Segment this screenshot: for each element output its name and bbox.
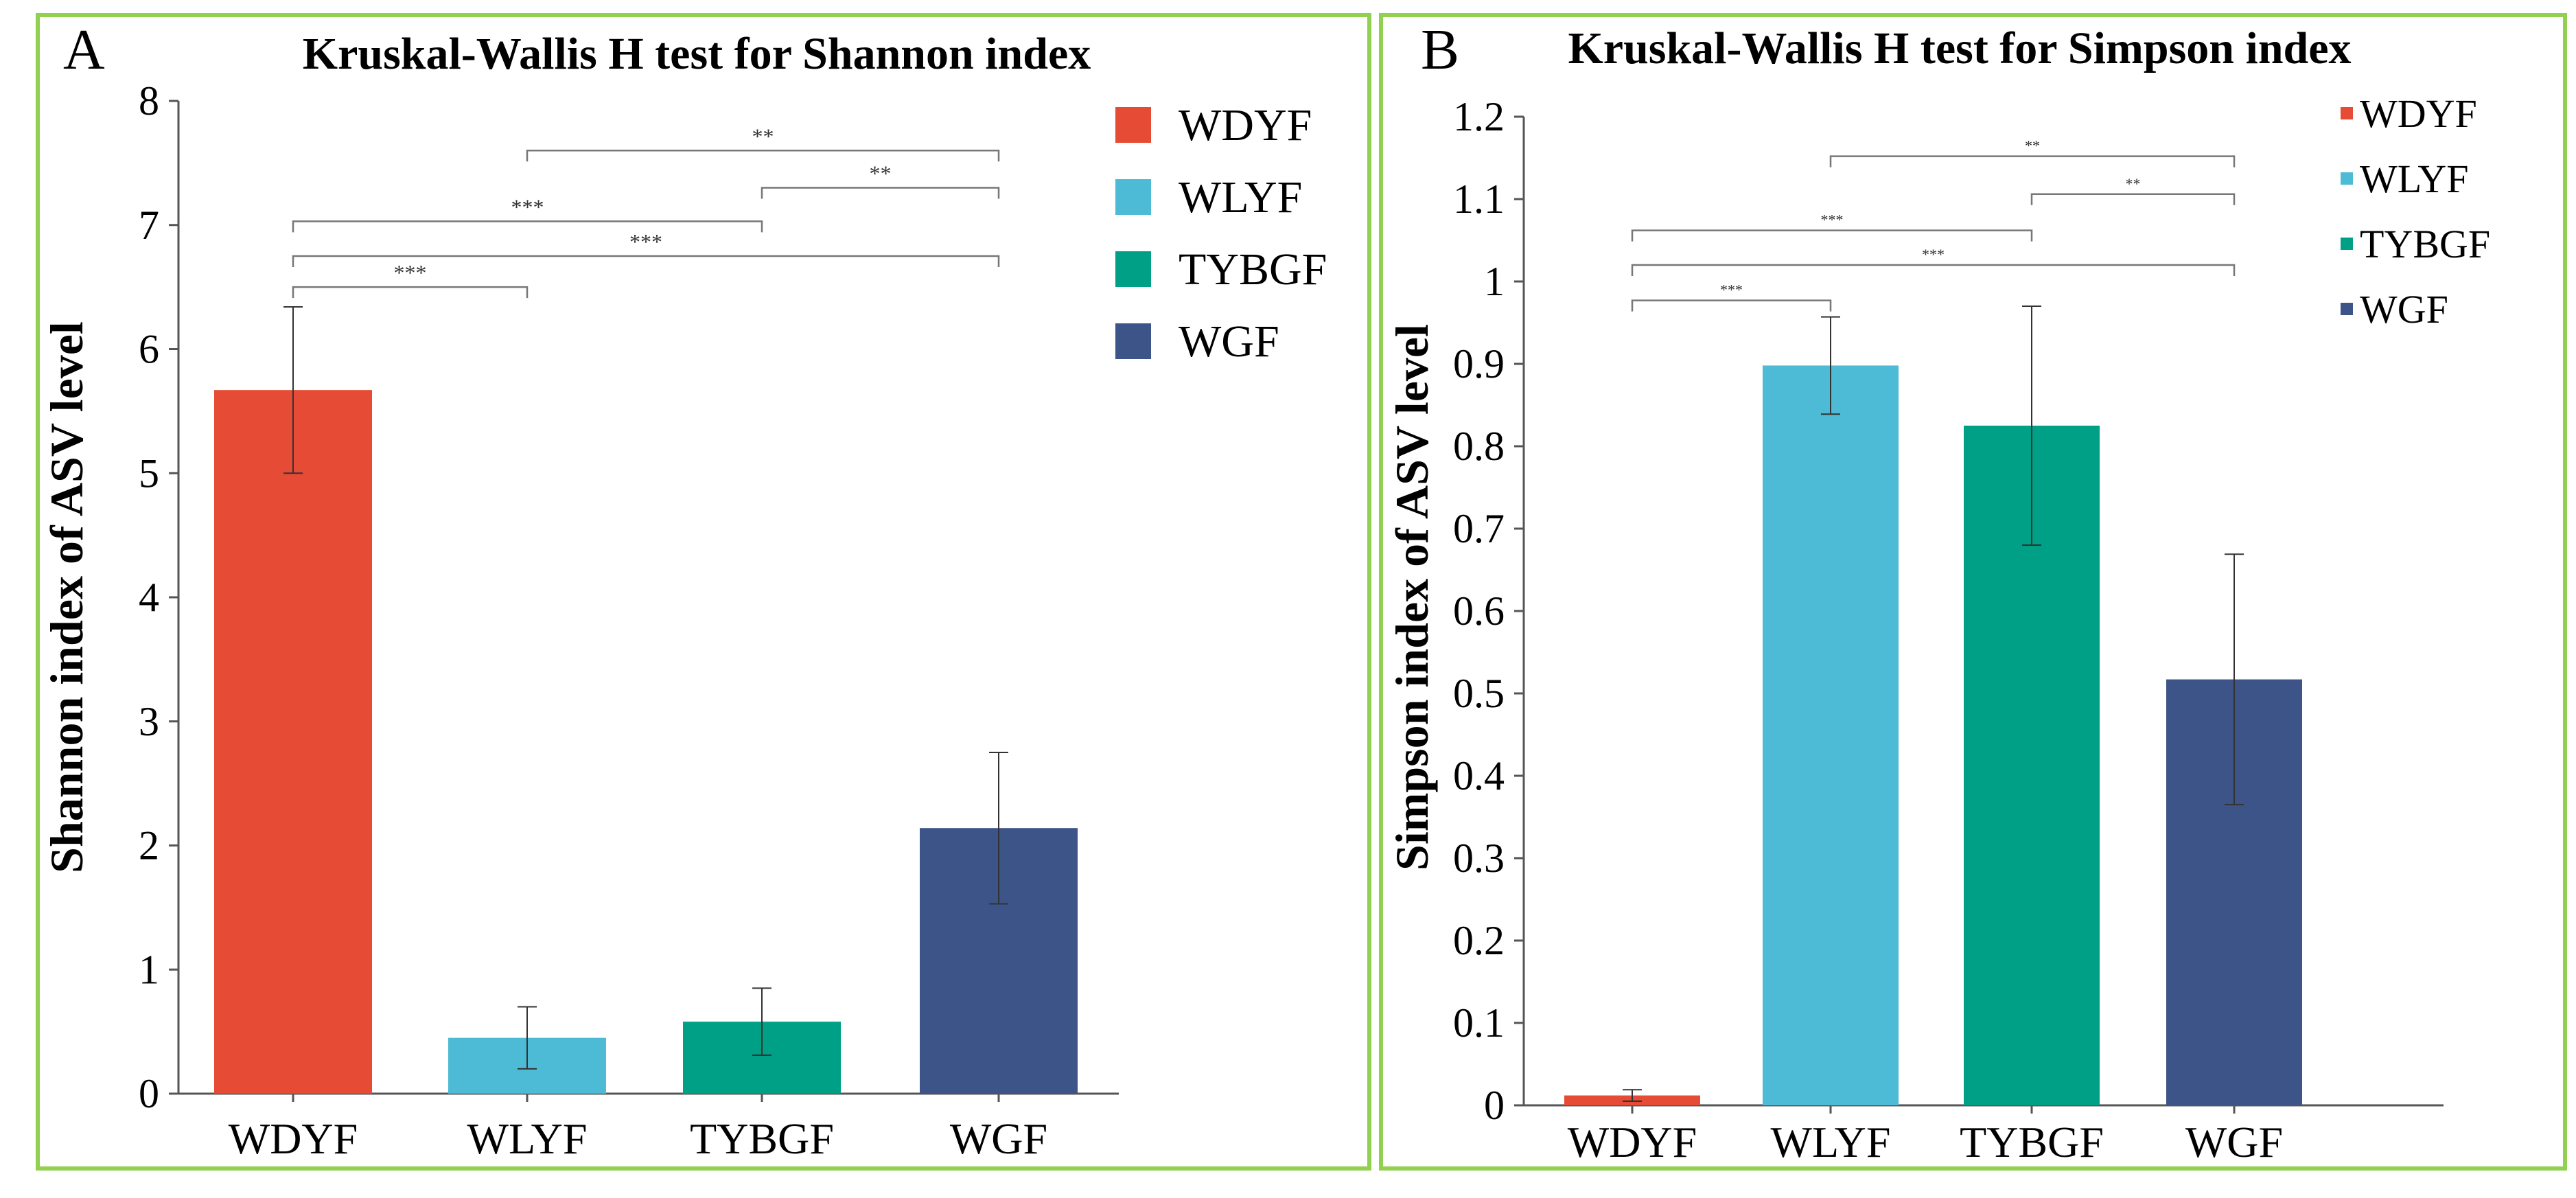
y-tick-label: 0 <box>139 1071 159 1116</box>
legend-label: WGF <box>2360 287 2448 332</box>
y-tick-label: 8 <box>139 78 159 124</box>
significance-label: *** <box>1821 211 1844 229</box>
significance-bracket <box>292 286 529 299</box>
significance-bracket <box>1829 155 2236 168</box>
panel-a-ylabel: Shannon index of ASV level <box>40 321 93 873</box>
panel-b-frame <box>1379 13 2567 1171</box>
y-tick-label: 0.8 <box>1453 424 1505 469</box>
y-tick-label: 1 <box>1484 259 1505 304</box>
legend-label: TYBGF <box>2360 222 2490 266</box>
y-tick-label: 0.3 <box>1453 836 1505 881</box>
y-tick-label: 4 <box>139 575 159 620</box>
panel-a-frame <box>36 13 1371 1171</box>
y-tick-label: 0.5 <box>1453 671 1505 716</box>
legend-swatch <box>2341 172 2353 185</box>
significance-bracket <box>1631 229 2033 242</box>
legend-label: WDYF <box>2360 91 2477 136</box>
y-tick-label: 0.9 <box>1453 341 1505 387</box>
legend-swatch <box>1115 107 1151 143</box>
legend-label: WGF <box>1179 316 1279 367</box>
significance-label: *** <box>1922 246 1945 263</box>
x-tick-label: WDYF <box>229 1114 358 1163</box>
x-tick-label: WLYF <box>467 1114 588 1163</box>
y-tick-label: 1 <box>139 947 159 992</box>
significance-bracket <box>292 255 1000 267</box>
bar-wlyf <box>1763 365 1899 1105</box>
panel-b-plot: 0 0.1 0.2 0.3 0.4 0.5 0.6 0.7 0.8 0.9 1 1.1 1.2 WDYF W… <box>1453 91 2490 1166</box>
legend-swatch <box>1115 323 1151 359</box>
x-tick-label: TYBGF <box>690 1114 834 1163</box>
panel-b-letter: B <box>1421 18 1459 82</box>
legend-label: WLYF <box>1179 172 1302 222</box>
legend-swatch <box>2341 238 2353 250</box>
significance-label: ** <box>2025 137 2040 154</box>
panel-b-ylabel: Simpson index of ASV level <box>1386 324 1438 871</box>
y-tick-label: 0.7 <box>1453 506 1505 551</box>
significance-label: ** <box>752 124 774 148</box>
significance-bracket <box>526 150 1000 162</box>
significance-bracket <box>761 187 1000 199</box>
significance-bracket <box>1631 299 1832 312</box>
y-tick-label: 0.4 <box>1453 753 1505 798</box>
x-tick-label: WGF <box>950 1114 1047 1163</box>
y-tick-label: 6 <box>139 327 159 372</box>
panel-a-letter: A <box>63 18 105 82</box>
significance-label: ** <box>870 161 892 186</box>
y-tick-label: 2 <box>139 823 159 868</box>
significance-label: *** <box>394 260 427 285</box>
x-tick-label: WGF <box>2185 1118 2283 1166</box>
significance-bracket <box>292 220 763 233</box>
legend-label: WLYF <box>2360 157 2469 201</box>
legend-swatch <box>1115 251 1151 287</box>
y-tick-label: 3 <box>139 699 159 744</box>
y-tick-label: 1.1 <box>1453 176 1505 222</box>
y-tick-label: 1.2 <box>1453 94 1505 139</box>
y-tick-label: 0.1 <box>1453 1000 1505 1046</box>
y-tick-label: 0.2 <box>1453 918 1505 963</box>
y-tick-label: 5 <box>139 450 159 496</box>
x-tick-label: WDYF <box>1568 1118 1697 1166</box>
significance-label: ** <box>2126 175 2141 192</box>
significance-label: *** <box>629 229 662 254</box>
legend-label: WDYF <box>1179 100 1312 150</box>
significance-bracket <box>2030 193 2236 205</box>
legend-swatch <box>2341 303 2353 315</box>
y-tick-label: 0.6 <box>1453 588 1505 634</box>
significance-label: *** <box>1720 281 1743 299</box>
y-tick-label: 0 <box>1484 1083 1505 1128</box>
legend-label: TYBGF <box>1179 244 1327 295</box>
panel-a-title: Kruskal-Wallis H test for Shannon index <box>303 29 1091 79</box>
legend-swatch <box>1115 179 1151 215</box>
legend-swatch <box>2341 107 2353 119</box>
y-tick-label: 7 <box>139 203 159 248</box>
panel-b-title: Kruskal-Wallis H test for Simpson index <box>1568 23 2351 73</box>
significance-label: *** <box>511 194 544 219</box>
x-tick-label: TYBGF <box>1960 1118 2104 1166</box>
x-tick-label: WLYF <box>1771 1118 1891 1166</box>
significance-bracket <box>1631 264 2236 276</box>
bar-wdyf <box>214 390 372 1094</box>
